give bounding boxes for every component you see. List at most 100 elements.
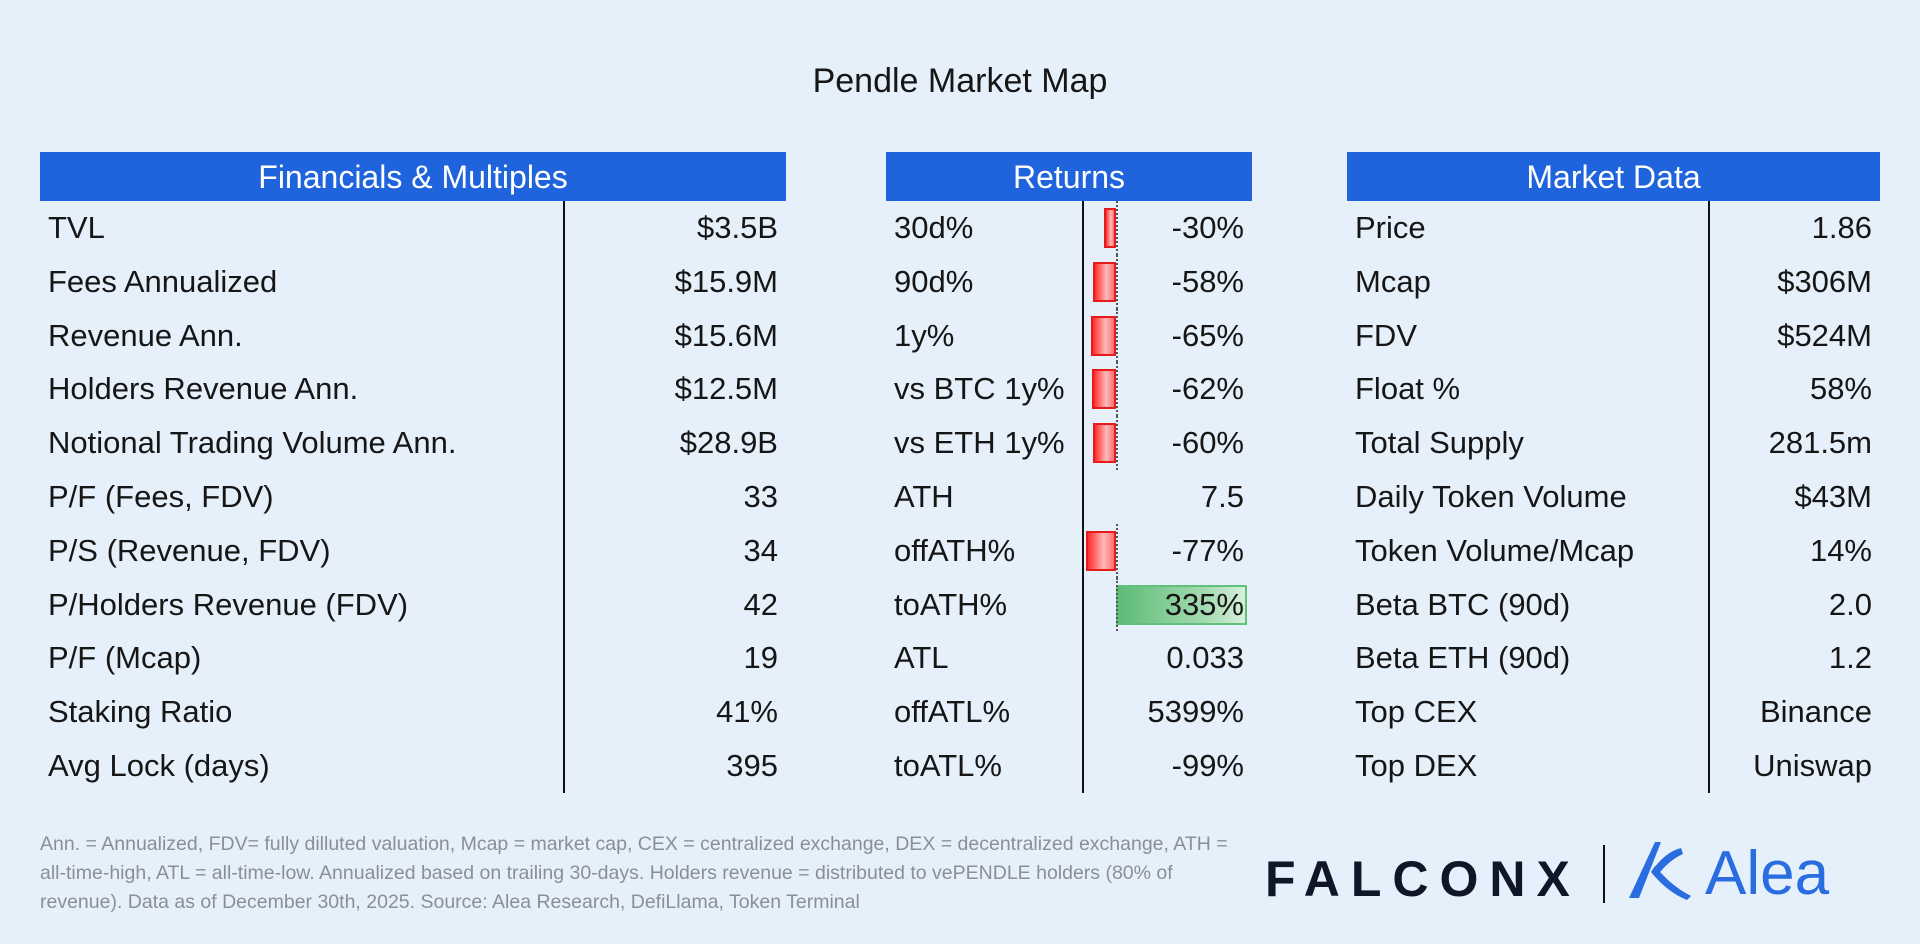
row-value: -99% <box>1171 747 1244 783</box>
row-value: 0.033 <box>1166 640 1244 676</box>
negative-return-bar <box>1090 315 1116 356</box>
financials-row: Fees Annualized $15.9M <box>40 255 786 309</box>
financials-row: P/S (Revenue, FDV) 34 <box>40 524 786 578</box>
row-value: 14% <box>1809 532 1872 568</box>
alea-wordmark: Alea <box>1705 839 1830 908</box>
financials-row: Revenue Ann. $15.6M <box>40 309 786 363</box>
returns-row: toATH% 335% <box>886 577 1252 632</box>
row-value: 395 <box>726 747 778 783</box>
row-value: 41% <box>715 694 778 730</box>
bar-axis <box>1116 201 1118 255</box>
market-row: Price 1.86 <box>1347 201 1880 255</box>
row-label: Total Supply <box>1355 425 1524 461</box>
row-value: 2.0 <box>1828 586 1872 622</box>
row-label: Top DEX <box>1355 747 1478 783</box>
negative-return-bar <box>1092 423 1116 464</box>
negative-return-bar <box>1093 261 1116 302</box>
row-label: 90d% <box>894 263 974 299</box>
market-panel: Market Data Price 1.86 Mcap $306M FDV $524M Fl… <box>1347 152 1880 793</box>
row-label: Top CEX <box>1355 694 1478 730</box>
row-value: 1.86 <box>1811 210 1872 245</box>
row-label: Staking Ratio <box>48 694 233 730</box>
returns-row: 90d% -58% <box>886 254 1252 309</box>
footnote: Ann. = Annualized, FDV= fully dilluted v… <box>40 833 1228 913</box>
row-label: Beta BTC (90d) <box>1355 586 1571 622</box>
row-value: 33 <box>743 478 778 514</box>
financials-row: Holders Revenue Ann. $12.5M <box>40 362 786 416</box>
market-row: Beta BTC (90d) 2.0 <box>1347 578 1880 632</box>
row-label: Beta ETH (90d) <box>1355 640 1571 676</box>
returns-row: ATL 0.033 <box>886 631 1252 685</box>
alea-mark-icon <box>1629 842 1691 900</box>
row-label: 30d% <box>894 210 974 245</box>
financials-row: TVL $3.5B <box>40 201 786 255</box>
financials-row: P/Holders Revenue (FDV) 42 <box>40 578 786 632</box>
row-label: offATH% <box>894 532 1016 568</box>
row-label: Token Volume/Mcap <box>1355 532 1635 568</box>
row-value: $3.5B <box>696 210 778 245</box>
bar-axis <box>1116 577 1118 632</box>
bar-axis <box>1116 308 1118 363</box>
returns-row: offATH% -77% <box>886 523 1252 578</box>
returns-row: vs BTC 1y% -62% <box>886 362 1252 417</box>
row-value: 281.5m <box>1768 425 1872 461</box>
row-label: Daily Token Volume <box>1355 478 1627 514</box>
row-label: P/Holders Revenue (FDV) <box>48 586 409 622</box>
row-label: Float % <box>1355 371 1461 407</box>
row-value: -65% <box>1171 317 1244 353</box>
returns-panel: Returns 30d% -30% 90d% -58% 1y% -65% vs BTC 1y… <box>886 152 1252 793</box>
row-label: ATH <box>894 478 954 514</box>
returns-row: 1y% -65% <box>886 308 1252 363</box>
market-row: Top CEX Binance <box>1347 685 1880 739</box>
bar-axis <box>1116 362 1118 417</box>
column-divider <box>1708 201 1710 793</box>
row-label: toATL% <box>894 747 1002 783</box>
row-label: Fees Annualized <box>48 263 278 299</box>
row-value: $524M <box>1777 317 1872 353</box>
market-row: Float % 58% <box>1347 362 1880 416</box>
row-value: 5399% <box>1147 694 1244 730</box>
row-label: 1y% <box>894 317 955 353</box>
bar-axis <box>1116 254 1118 309</box>
row-value: -62% <box>1171 371 1244 407</box>
row-value: -58% <box>1171 263 1244 299</box>
page-title: Pendle Market Map <box>812 62 1108 100</box>
row-value: -60% <box>1171 425 1244 461</box>
row-label: vs ETH 1y% <box>894 425 1065 461</box>
falconx-logo: FALCONX <box>1265 851 1581 907</box>
row-label: FDV <box>1355 317 1417 353</box>
financials-row: P/F (Mcap) 19 <box>40 631 786 685</box>
market-row: Beta ETH (90d) 1.2 <box>1347 631 1880 685</box>
row-label: Holders Revenue Ann. <box>48 371 359 407</box>
market-row: FDV $524M <box>1347 309 1880 363</box>
financials-panel: Financials & Multiples TVL $3.5B Fees Annu… <box>40 152 786 793</box>
row-label: vs BTC 1y% <box>894 371 1065 407</box>
row-value: 19 <box>743 640 778 676</box>
row-value: 58% <box>1809 371 1872 407</box>
negative-return-bar <box>1091 369 1116 410</box>
positive-return-bar <box>1116 584 1247 625</box>
market-row: Token Volume/Mcap 14% <box>1347 524 1880 578</box>
row-value: 34 <box>743 532 778 568</box>
column-divider <box>1082 201 1084 793</box>
row-label: offATL% <box>894 694 1011 730</box>
returns-row: ATH 7.5 <box>886 470 1252 524</box>
row-value: -30% <box>1171 210 1244 245</box>
row-value: -77% <box>1171 532 1244 568</box>
row-value: 42 <box>743 586 778 622</box>
negative-return-bar <box>1104 208 1116 248</box>
logo-divider <box>1603 845 1605 903</box>
row-value: 1.2 <box>1828 640 1872 676</box>
returns-rows: 30d% -30% 90d% -58% 1y% -65% vs BTC 1y% -62% vs … <box>886 201 1252 793</box>
financials-row: Staking Ratio 41% <box>40 685 786 739</box>
row-label: P/S (Revenue, FDV) <box>48 532 331 568</box>
row-value: Uniswap <box>1753 747 1872 783</box>
market-row: Top DEX Uniswap <box>1347 739 1880 793</box>
negative-return-bar <box>1085 530 1116 571</box>
row-value: 7.5 <box>1200 478 1244 514</box>
market-rows: Price 1.86 Mcap $306M FDV $524M Float % 58% Tota… <box>1347 201 1880 793</box>
row-value: $28.9B <box>679 425 778 461</box>
financials-header: Financials & Multiples <box>40 152 786 201</box>
row-label: ATL <box>894 640 949 676</box>
financials-row: Avg Lock (days) 395 <box>40 739 786 793</box>
